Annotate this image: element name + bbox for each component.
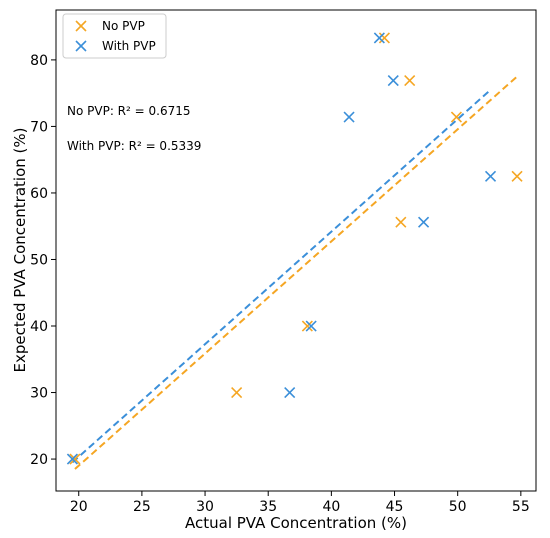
x-tick-label: 45 bbox=[386, 499, 404, 515]
y-axis-title: Expected PVA Concentration (%) bbox=[11, 128, 29, 373]
y-tick-label: 30 bbox=[30, 386, 48, 402]
data-point-series-0 bbox=[301, 320, 313, 332]
data-point-series-1 bbox=[373, 32, 385, 44]
trendlines bbox=[71, 75, 518, 470]
x-tick-label: 20 bbox=[70, 499, 88, 515]
data-point-series-1 bbox=[484, 170, 497, 182]
legend: No PVP With PVP bbox=[62, 13, 167, 59]
data-point-series-0 bbox=[231, 386, 243, 399]
x-axis-title: Actual PVA Concentration (%) bbox=[185, 514, 407, 532]
data-point-series-1 bbox=[305, 320, 317, 332]
data-point-series-1 bbox=[343, 111, 355, 123]
data-point-series-0 bbox=[395, 216, 407, 228]
y-tick-label: 20 bbox=[30, 452, 48, 468]
plot-frame bbox=[55, 9, 537, 492]
x-tick-label: 40 bbox=[322, 499, 340, 515]
data-point-series-0 bbox=[404, 74, 416, 87]
y-tick-label: 50 bbox=[30, 252, 48, 268]
data-point-series-1 bbox=[284, 386, 296, 399]
data-points bbox=[66, 32, 523, 465]
y-tick-label: 40 bbox=[30, 319, 48, 335]
data-point-series-0 bbox=[511, 170, 523, 182]
trendline-series-0 bbox=[74, 75, 518, 470]
legend-label-series-0: No PVP bbox=[102, 19, 145, 33]
y-tick-label: 70 bbox=[30, 119, 48, 135]
data-point-series-1 bbox=[387, 74, 399, 87]
x-tick-label: 30 bbox=[196, 499, 214, 515]
trendline-series-1 bbox=[71, 89, 492, 464]
data-point-series-0 bbox=[450, 111, 462, 123]
x-axis-ticks: 20 25 30 35 40 45 50 55 bbox=[70, 491, 530, 515]
x-tick-label: 35 bbox=[259, 499, 277, 515]
data-point-series-1 bbox=[66, 453, 78, 465]
annotation-no-pvp-r2: No PVP: R² = 0.6715 bbox=[67, 104, 191, 118]
legend-marker-series-0 bbox=[75, 20, 87, 32]
data-point-series-1 bbox=[418, 216, 430, 228]
x-tick-label: 55 bbox=[512, 499, 530, 515]
annotation-with-pvp-r2: With PVP: R² = 0.5339 bbox=[67, 139, 201, 153]
x-tick-label: 25 bbox=[133, 499, 151, 515]
data-point-series-0 bbox=[378, 32, 390, 44]
plot-area bbox=[55, 9, 537, 492]
x-tick-label: 50 bbox=[449, 499, 467, 515]
y-axis-ticks: 20 30 40 50 60 70 80 bbox=[30, 53, 56, 468]
y-tick-label: 80 bbox=[30, 53, 48, 69]
legend-label-series-1: With PVP bbox=[102, 39, 156, 53]
data-point-series-0 bbox=[69, 453, 81, 465]
legend-box bbox=[62, 13, 167, 59]
legend-marker-series-1 bbox=[75, 40, 87, 52]
y-tick-label: 60 bbox=[30, 186, 48, 202]
